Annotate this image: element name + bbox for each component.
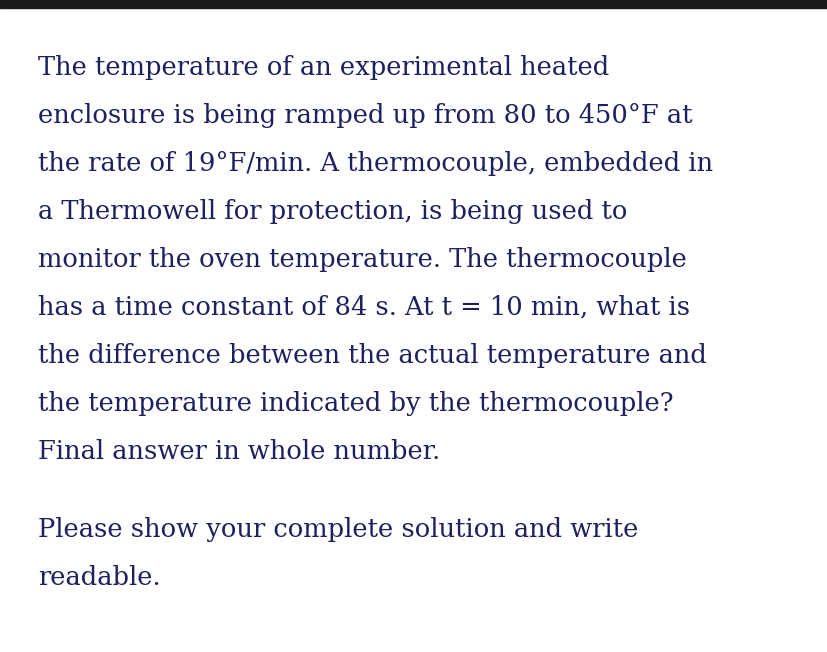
Text: The temperature of an experimental heated: The temperature of an experimental heate… xyxy=(38,55,609,80)
Text: readable.: readable. xyxy=(38,565,160,590)
Text: monitor the oven temperature. The thermocouple: monitor the oven temperature. The thermo… xyxy=(38,247,686,272)
Text: the rate of 19°F/min. A thermocouple, embedded in: the rate of 19°F/min. A thermocouple, em… xyxy=(38,151,712,176)
Text: the difference between the actual temperature and: the difference between the actual temper… xyxy=(38,343,706,368)
Text: enclosure is being ramped up from 80 to 450°F at: enclosure is being ramped up from 80 to … xyxy=(38,103,691,128)
Text: the temperature indicated by the thermocouple?: the temperature indicated by the thermoc… xyxy=(38,391,673,416)
Bar xyxy=(0,0,827,8)
Text: a Thermowell for protection, is being used to: a Thermowell for protection, is being us… xyxy=(38,199,627,224)
Text: Final answer in whole number.: Final answer in whole number. xyxy=(38,439,440,464)
Text: Please show your complete solution and write: Please show your complete solution and w… xyxy=(38,517,638,542)
Text: has a time constant of 84 s. At t = 10 min, what is: has a time constant of 84 s. At t = 10 m… xyxy=(38,295,689,320)
